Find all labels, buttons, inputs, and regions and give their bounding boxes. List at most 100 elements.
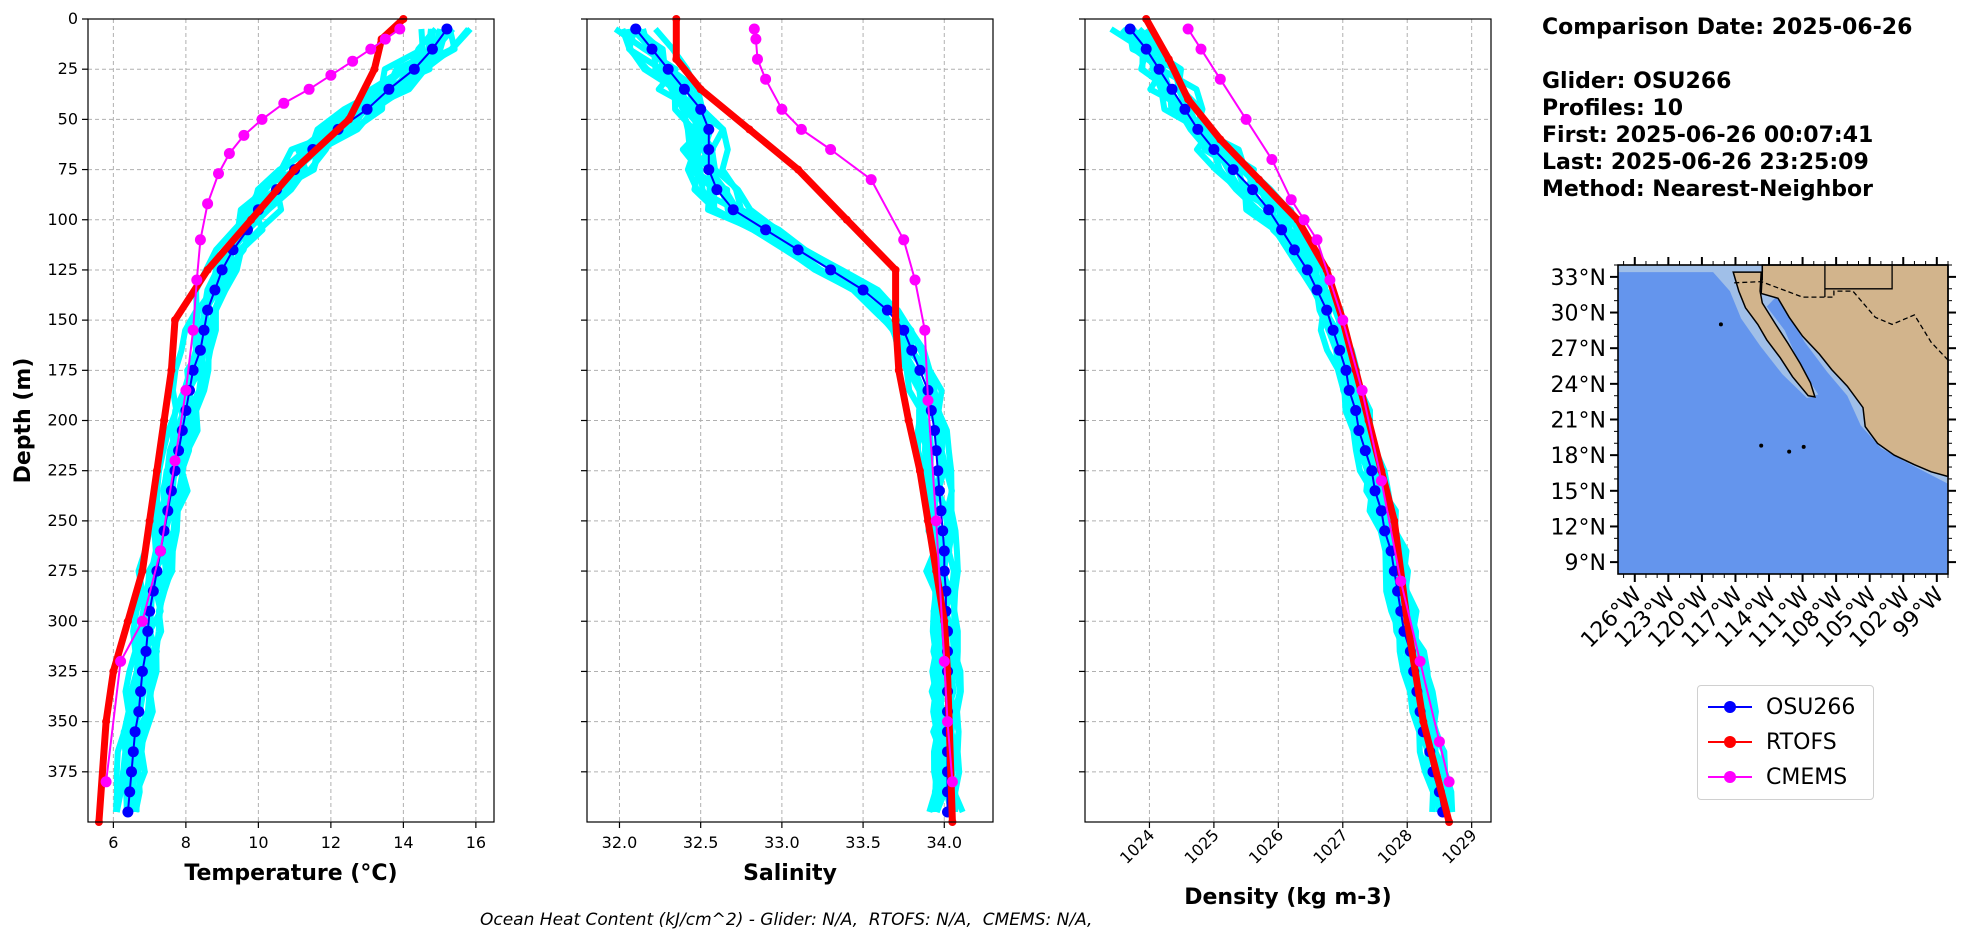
raw-profile-10	[613, 26, 948, 814]
point-glider	[122, 806, 134, 818]
point-cmems	[946, 776, 958, 788]
point-glider	[408, 63, 420, 75]
y-axis-label: Depth (m)	[11, 358, 36, 484]
x-axis-label: Temperature (°C)	[184, 861, 397, 886]
legend-label-glider: OSU266	[1766, 694, 1856, 720]
point-glider	[135, 686, 147, 697]
point-glider	[133, 706, 145, 718]
x-tick-label: 1029	[1438, 825, 1480, 867]
raw-profile-10	[1127, 26, 1436, 813]
point-cmems	[115, 655, 127, 667]
y-tick-label: 25	[58, 59, 78, 78]
point-glider	[678, 83, 690, 95]
x-axis-label: Density (kg m-3)	[1184, 885, 1392, 910]
point-glider	[662, 63, 674, 75]
x-tick-label: 1024	[1116, 825, 1158, 867]
map-lat-label: 27°N	[1551, 337, 1606, 362]
point-glider	[938, 565, 950, 577]
legend-swatch-cmems	[1708, 771, 1752, 783]
map-lat-label: 18°N	[1551, 444, 1606, 469]
point-rtofs	[109, 667, 118, 676]
map-border	[1734, 280, 1949, 361]
point-cmems	[938, 655, 950, 667]
point-glider	[136, 665, 148, 677]
point-rtofs	[904, 416, 913, 425]
point-cmems	[1311, 234, 1323, 246]
point-glider	[1359, 445, 1371, 457]
y-tick-label: 175	[47, 360, 78, 379]
y-tick-label: 100	[47, 210, 78, 229]
x-tick-label: 1027	[1309, 825, 1351, 867]
series-line-cmems	[753, 28, 954, 782]
point-cmems	[180, 384, 192, 396]
ocean-heat-content-note: Ocean Heat Content (kJ/cm^2) - Glider: N…	[480, 910, 1093, 930]
point-glider	[1340, 364, 1352, 376]
map-state-line-3	[1824, 265, 1893, 290]
point-glider	[1327, 324, 1339, 336]
x-tick-label: 1028	[1374, 825, 1416, 867]
point-cmems	[1395, 575, 1407, 587]
point-glider	[930, 445, 942, 457]
point-glider	[1375, 505, 1387, 517]
point-glider	[825, 264, 837, 276]
x-tick-label: 32.5	[683, 833, 719, 852]
point-glider	[1192, 123, 1204, 135]
point-cmems	[136, 615, 148, 627]
method: Method: Nearest-Neighbor	[1542, 177, 1873, 202]
point-glider	[1353, 425, 1365, 436]
legend-item-rtofs: RTOFS	[1706, 727, 1837, 757]
comparison-date: Comparison Date: 2025-06-26	[1542, 15, 1913, 40]
y-tick-label: 50	[58, 109, 78, 128]
point-cmems	[919, 324, 931, 336]
point-rtofs	[171, 316, 179, 325]
point-glider	[646, 43, 658, 55]
spacer	[1542, 41, 1912, 68]
y-tick-label: 350	[47, 712, 78, 731]
point-glider	[906, 344, 918, 356]
raw-profile-5	[653, 27, 966, 814]
point-rtofs	[924, 516, 932, 525]
point-cmems	[1414, 655, 1426, 667]
panel-1: 6 8 10 12 14 16 0 25 50 75 100 125 150 175 200 225 250 27…	[11, 9, 495, 886]
y-tick-label: 75	[58, 160, 78, 179]
legend-item-cmems: CMEMS	[1706, 762, 1847, 792]
map-lat-label: 15°N	[1551, 480, 1606, 505]
point-cmems	[752, 53, 763, 65]
point-cmems	[278, 97, 290, 109]
point-glider	[760, 224, 772, 236]
map-lat-label: 33°N	[1551, 266, 1606, 291]
point-cmems	[1266, 154, 1278, 165]
point-cmems	[213, 168, 224, 180]
point-cmems	[1182, 23, 1194, 35]
y-tick-label: 275	[47, 561, 78, 580]
x-tick-label: 1026	[1245, 825, 1287, 867]
point-cmems	[942, 716, 953, 728]
point-cmems	[100, 776, 112, 788]
point-rtofs	[152, 466, 161, 475]
glider-name: Glider: OSU266	[1542, 69, 1732, 94]
point-rtofs	[915, 466, 924, 475]
point-glider	[857, 284, 869, 296]
point-rtofs	[842, 215, 851, 224]
point-glider	[1208, 144, 1220, 155]
point-glider	[209, 284, 221, 296]
point-glider	[124, 786, 136, 798]
point-rtofs	[745, 125, 754, 134]
point-cmems	[347, 55, 359, 67]
point-cmems	[1195, 43, 1207, 55]
point-glider	[703, 164, 715, 176]
point-glider	[914, 364, 926, 376]
y-tick-label: 150	[47, 310, 78, 329]
point-cmems	[1240, 113, 1252, 125]
point-rtofs	[290, 165, 299, 174]
point-rtofs	[1216, 135, 1225, 144]
point-cmems	[191, 274, 203, 286]
point-glider	[703, 123, 715, 135]
point-cmems	[776, 103, 788, 115]
x-tick-label: 33.5	[845, 833, 881, 852]
point-cmems	[365, 43, 377, 55]
point-glider	[144, 605, 156, 617]
point-glider	[792, 244, 804, 256]
x-tick-label: 12	[321, 833, 341, 852]
series-line-cmems	[1187, 28, 1451, 783]
